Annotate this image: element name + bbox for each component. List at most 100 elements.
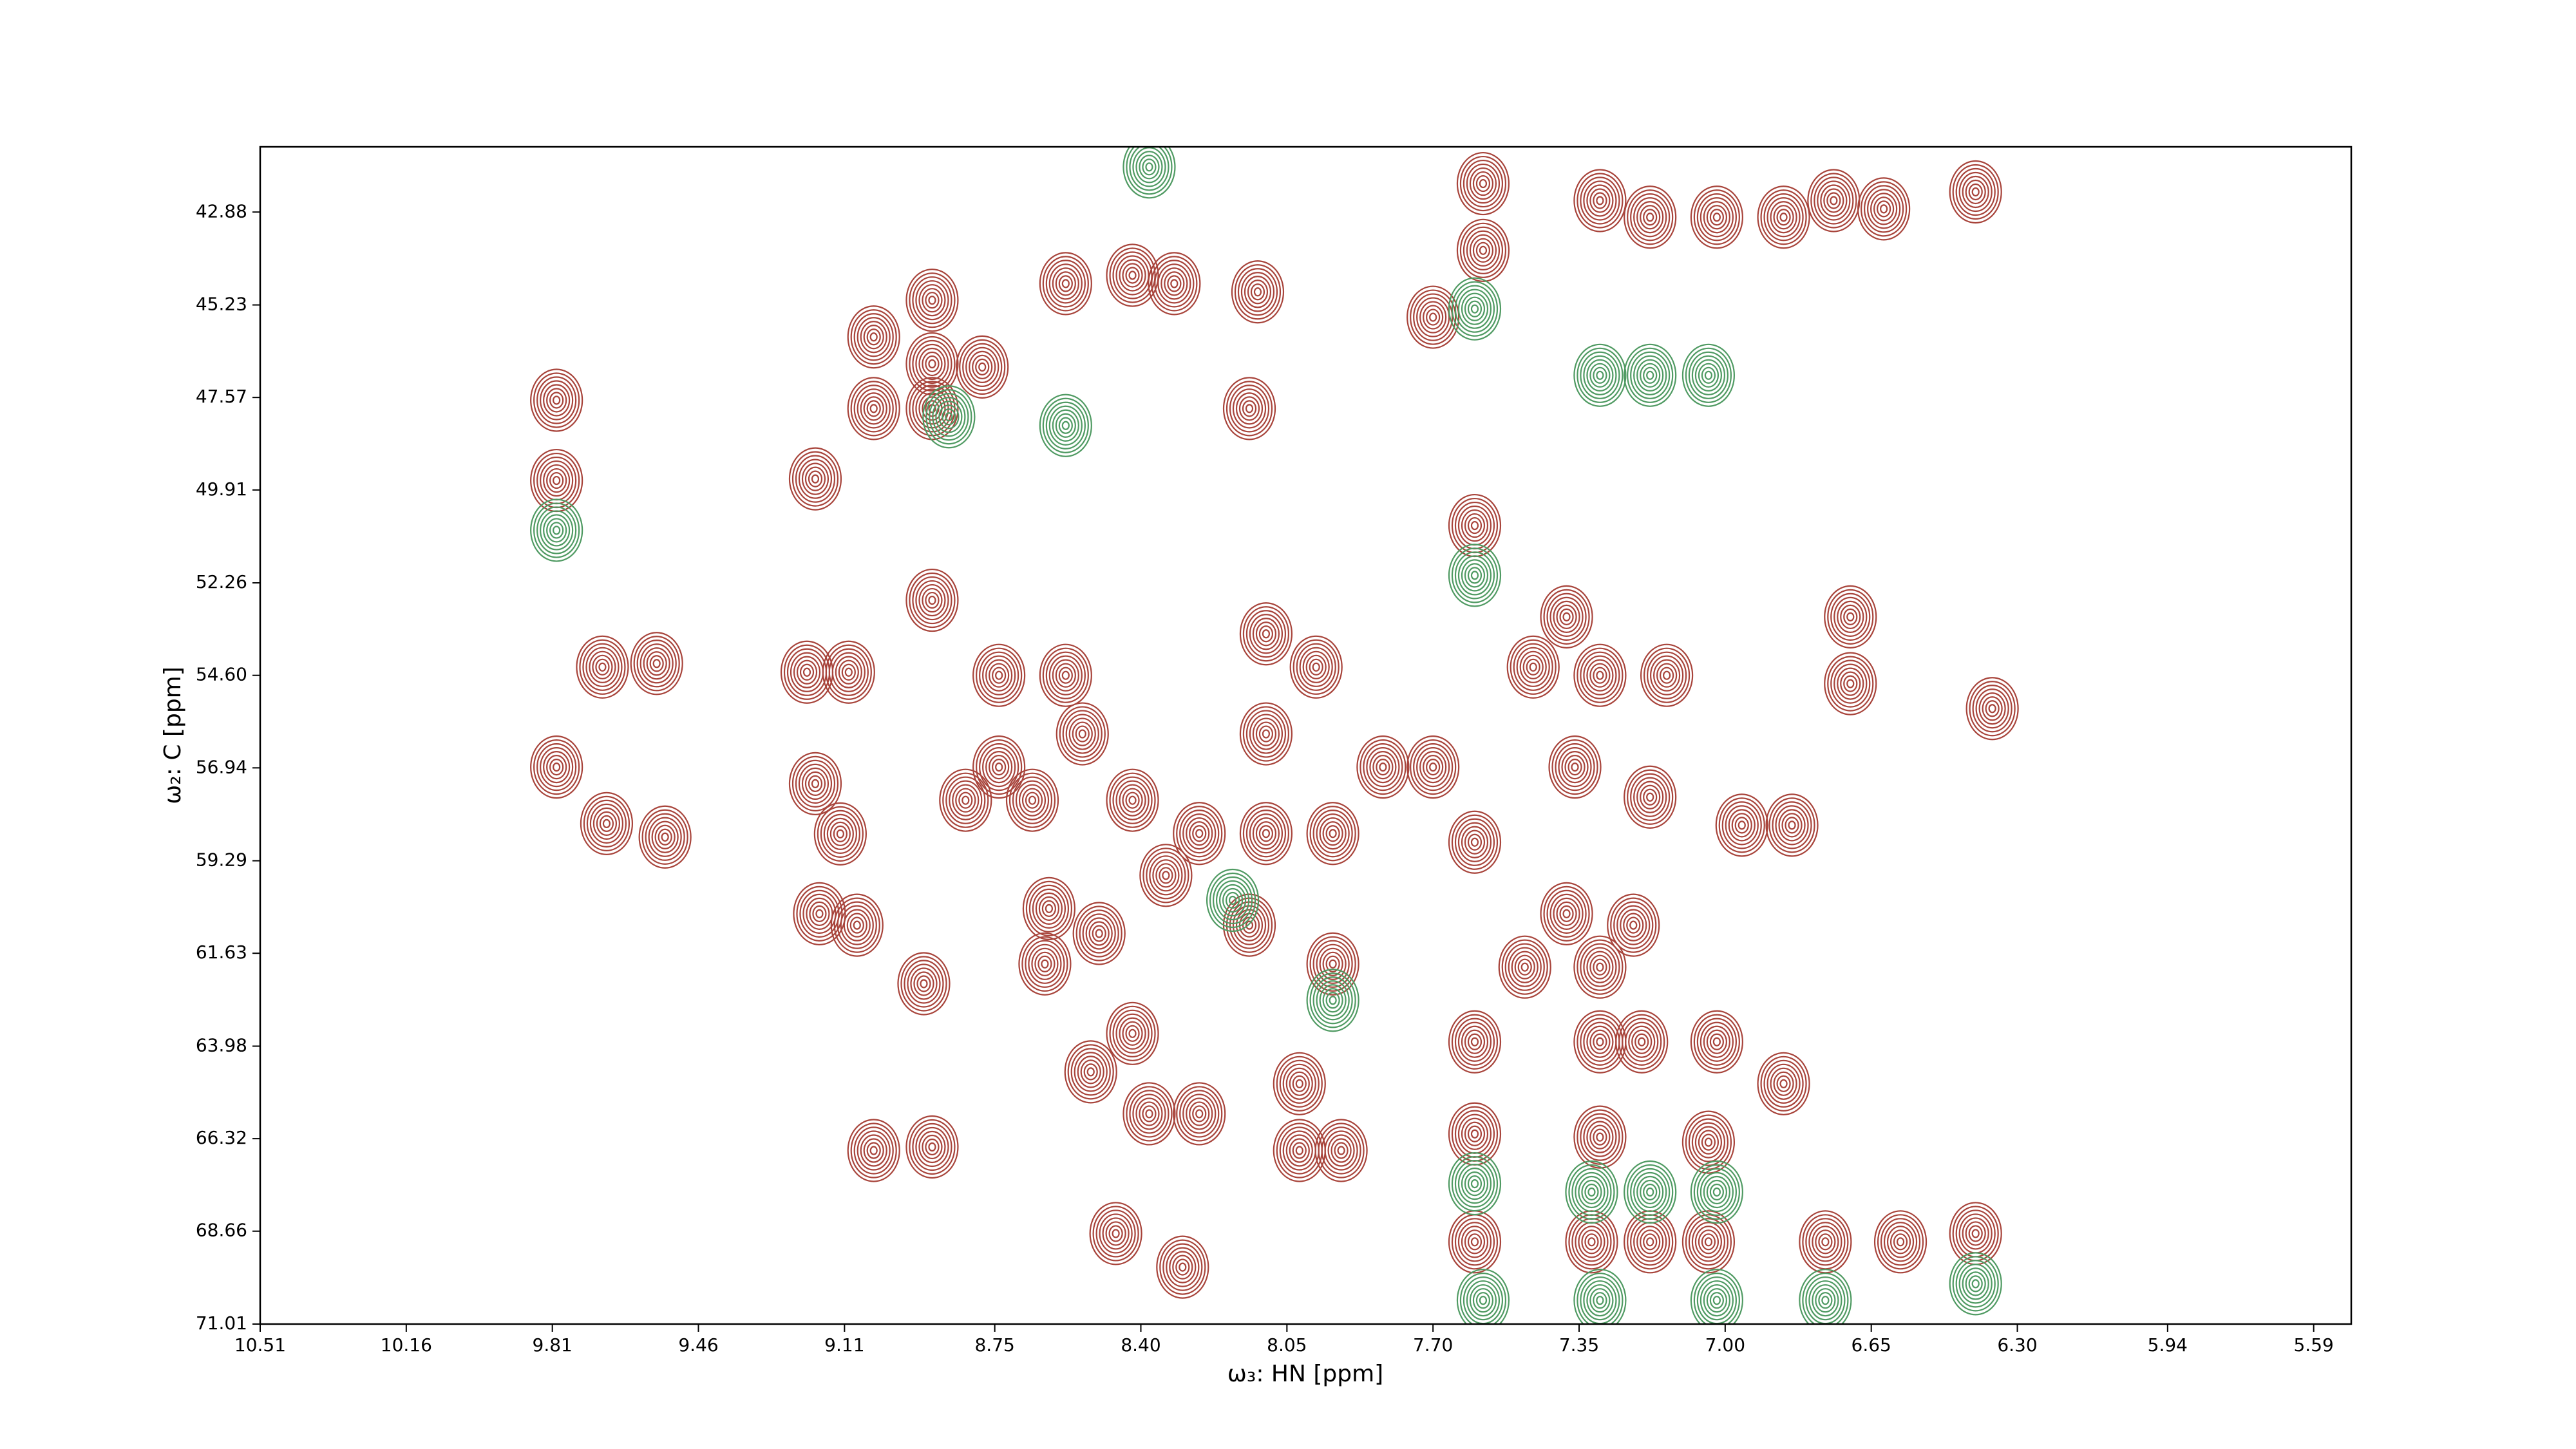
contour-ring (649, 655, 664, 672)
contour-ring (1423, 755, 1444, 780)
contour-ring (1028, 884, 1070, 933)
contour-ring (791, 451, 839, 507)
contour-ring (1610, 897, 1657, 953)
contour-ring (1206, 868, 1260, 933)
contour-ring (1624, 765, 1677, 829)
contour-ring (1249, 614, 1283, 654)
contour-ring (1305, 654, 1327, 679)
contour-ring (643, 647, 670, 680)
contour-ring (1119, 1017, 1146, 1050)
contour-ring (910, 967, 938, 1000)
contour-ring (1325, 992, 1340, 1009)
contour-ring (1072, 721, 1093, 746)
contour-ring (1543, 886, 1590, 942)
contour-ring (1289, 1138, 1310, 1163)
contour-ring (982, 655, 1016, 696)
contour-ring (1109, 772, 1156, 828)
contour-ring (1322, 951, 1343, 976)
contour-ring (1252, 618, 1280, 650)
contour-ring (1958, 171, 1993, 213)
contour-ring (809, 901, 830, 926)
contour-ring (1660, 667, 1674, 684)
contour-ring (1282, 1130, 1316, 1171)
peak (1456, 218, 1510, 282)
contour-ring (1643, 788, 1658, 806)
contour-ring (1167, 275, 1182, 292)
contour-ring (1363, 743, 1403, 791)
contour-ring (1052, 267, 1079, 300)
contour-ring (1810, 173, 1857, 229)
contour-ring (1698, 1130, 1719, 1155)
contour-ring (1703, 1284, 1730, 1317)
peak (1089, 1202, 1142, 1265)
contour-ring (1573, 1010, 1627, 1074)
contour-ring (836, 829, 844, 838)
x-tick-label: 7.70 (1413, 1334, 1453, 1356)
contour-ring (1021, 788, 1043, 813)
contour-ring (788, 447, 842, 511)
contour-ring (1757, 185, 1810, 249)
contour-ring (905, 269, 959, 332)
contour-ring (1640, 205, 1661, 230)
contour-ring (1461, 826, 1489, 858)
peak (1106, 243, 1159, 307)
contour-ring (846, 913, 867, 938)
contour-ring (1314, 1119, 1368, 1182)
contour-ring (1182, 1094, 1217, 1134)
peak (905, 332, 959, 396)
contour-ring (1225, 891, 1240, 909)
contour-ring (1055, 271, 1076, 296)
contour-ring (1830, 592, 1871, 641)
contour-ring (1763, 1059, 1804, 1108)
peak (1757, 1052, 1810, 1115)
contour-ring (1589, 663, 1611, 688)
contour-ring (1048, 263, 1083, 304)
peak (1949, 160, 2002, 224)
contour-ring (975, 358, 990, 376)
contour-ring (1467, 1033, 1482, 1050)
contour-ring (1475, 242, 1491, 259)
contour-ring (540, 380, 574, 421)
contour-ring (1052, 409, 1079, 442)
contour-ring (796, 659, 818, 685)
x-tick-label: 5.59 (2293, 1334, 2333, 1356)
contour-ring (1469, 234, 1497, 267)
contour-ring (1115, 780, 1150, 820)
contour-ring (1501, 939, 1548, 995)
contour-ring (812, 905, 827, 922)
contour-ring (863, 396, 884, 421)
peak (1573, 1010, 1627, 1074)
contour-ring (904, 960, 944, 1008)
contour-ring (1075, 725, 1090, 743)
contour-ring (1646, 792, 1654, 802)
contour-ring (802, 893, 837, 934)
contour-ring (1546, 592, 1587, 641)
contour-ring (1160, 267, 1188, 300)
contour-ring (912, 384, 952, 433)
contour-ring (1126, 147, 1173, 195)
contour-ring (1706, 1179, 1727, 1205)
contour-ring (1238, 913, 1260, 938)
contour-ring (1463, 159, 1504, 208)
contour-ring (546, 518, 567, 543)
contour-ring (1596, 370, 1604, 380)
contour-ring (869, 332, 878, 342)
contour-ring (553, 526, 561, 535)
contour-ring (1586, 1284, 1614, 1317)
contour-ring (1095, 929, 1103, 938)
peak (905, 269, 959, 332)
contour-ring (1763, 193, 1804, 242)
contour-ring (1580, 351, 1620, 399)
contour-ring (1867, 189, 1901, 229)
contour-ring (1086, 1067, 1095, 1077)
contour-ring (1589, 363, 1611, 388)
contour-ring (1883, 1222, 1918, 1262)
contour-ring (1965, 677, 2019, 741)
contour-ring (1553, 897, 1580, 930)
contour-ring (1561, 751, 1589, 784)
contour-ring (651, 820, 679, 853)
x-tick-label: 7.35 (1559, 1334, 1599, 1356)
contour-ring (1356, 735, 1410, 799)
contour-ring (1175, 1258, 1190, 1276)
